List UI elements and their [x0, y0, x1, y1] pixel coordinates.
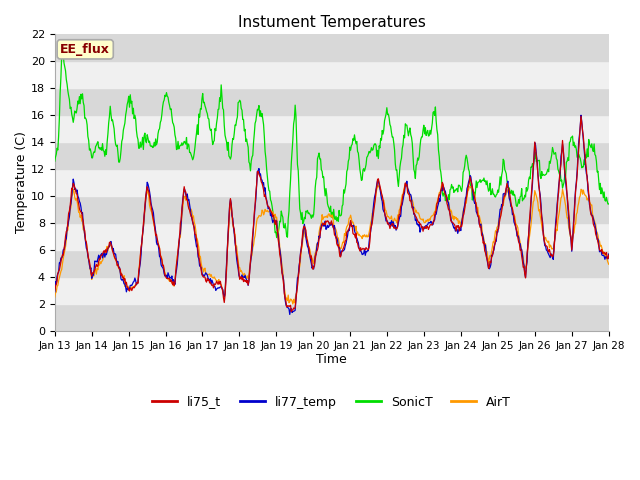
Bar — [55, 250, 609, 277]
li77_temp — [577, 112, 585, 118]
li75_t — [416, 222, 424, 228]
li75_t — [400, 190, 408, 195]
Title: Instument Temperatures: Instument Temperatures — [238, 15, 426, 30]
SonicT — [401, 135, 408, 141]
Bar — [55, 277, 609, 304]
AirT — [400, 187, 408, 192]
AirT — [403, 180, 411, 186]
X-axis label: Time: Time — [316, 353, 347, 366]
AirT — [417, 216, 424, 222]
Line: AirT: AirT — [55, 183, 609, 304]
Bar — [55, 34, 609, 61]
SonicT — [175, 146, 182, 152]
Bar — [55, 61, 609, 88]
li77_temp — [400, 193, 408, 199]
li77_temp — [118, 277, 125, 283]
li75_t — [204, 276, 211, 281]
Legend: li75_t, li77_temp, SonicT, AirT: li75_t, li77_temp, SonicT, AirT — [147, 391, 516, 413]
SonicT — [605, 201, 612, 207]
Text: EE_flux: EE_flux — [60, 43, 110, 56]
SonicT — [417, 137, 424, 143]
AirT — [51, 294, 59, 300]
SonicT — [204, 116, 212, 121]
AirT — [118, 273, 125, 278]
li75_t — [61, 241, 68, 247]
SonicT — [118, 136, 126, 142]
SonicT — [273, 235, 280, 240]
SonicT — [61, 68, 69, 74]
SonicT — [59, 50, 67, 56]
li77_temp — [416, 229, 424, 235]
li77_temp — [605, 251, 612, 257]
AirT — [605, 262, 612, 267]
AirT — [61, 248, 68, 253]
Line: li77_temp: li77_temp — [55, 115, 609, 314]
Bar — [55, 223, 609, 250]
Line: SonicT: SonicT — [55, 53, 609, 238]
li75_t — [118, 271, 125, 277]
li75_t — [174, 248, 182, 254]
AirT — [204, 272, 211, 277]
Bar — [55, 88, 609, 115]
li75_t — [51, 288, 59, 294]
Bar — [55, 196, 609, 223]
li75_t — [605, 252, 612, 258]
SonicT — [51, 158, 59, 164]
li77_temp — [174, 251, 182, 257]
li75_t — [577, 113, 585, 119]
AirT — [289, 301, 297, 307]
Line: li75_t: li75_t — [55, 116, 609, 312]
Y-axis label: Temperature (C): Temperature (C) — [15, 132, 28, 233]
Bar — [55, 304, 609, 331]
li75_t — [287, 309, 295, 314]
AirT — [174, 250, 182, 255]
Bar — [55, 115, 609, 142]
li77_temp — [286, 312, 294, 317]
li77_temp — [61, 243, 68, 249]
li77_temp — [51, 289, 59, 295]
Bar — [55, 142, 609, 169]
Bar — [55, 169, 609, 196]
li77_temp — [204, 272, 211, 278]
